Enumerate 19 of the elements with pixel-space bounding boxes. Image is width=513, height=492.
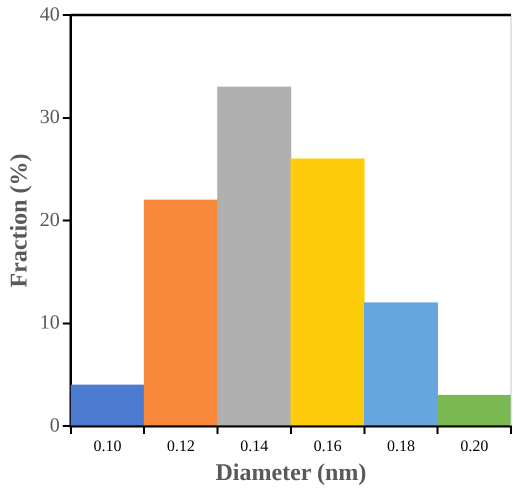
bar <box>70 384 144 426</box>
y-tick-label: 0 <box>50 414 60 436</box>
y-tick-label: 40 <box>40 3 60 26</box>
bar <box>144 200 218 426</box>
x-tick-label: 0.14 <box>240 438 268 455</box>
x-tick-label: 0.18 <box>386 438 415 455</box>
bar <box>364 302 438 426</box>
bar <box>290 158 365 426</box>
x-tick-label: 0.16 <box>314 438 342 455</box>
y-tick-label: 20 <box>40 208 60 231</box>
bar <box>217 86 292 426</box>
y-axis-title: Fraction (%) <box>6 154 33 288</box>
x-tick-label: 0.20 <box>460 438 488 455</box>
x-axis-title: Diameter (nm) <box>215 460 366 486</box>
x-tick-label: 0.12 <box>166 438 195 455</box>
x-tick-label: 0.10 <box>93 438 122 455</box>
y-tick-label: 30 <box>40 106 60 128</box>
y-tick-label: 10 <box>40 312 60 334</box>
bar <box>437 394 511 426</box>
